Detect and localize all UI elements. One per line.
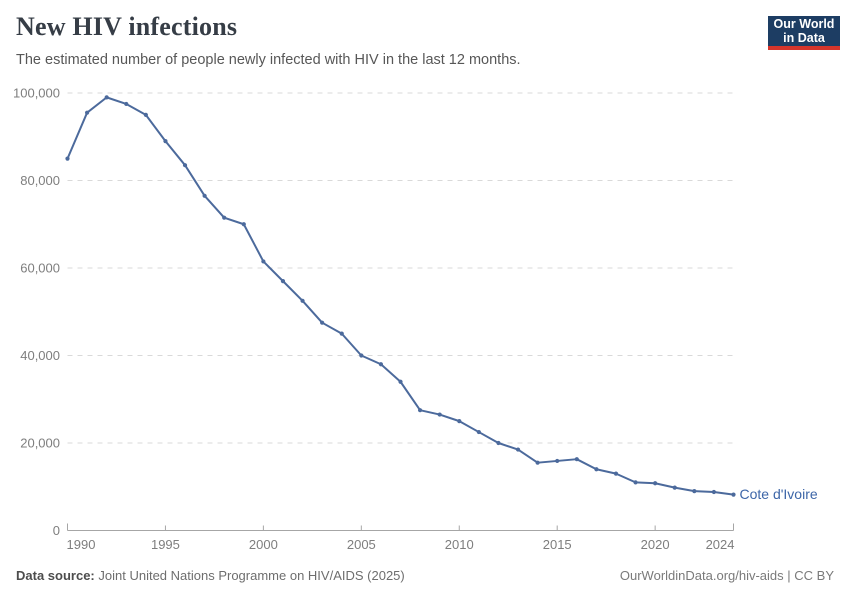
data-point-marker[interactable] <box>104 95 109 100</box>
chart-footer: Data source: Joint United Nations Progra… <box>16 568 834 583</box>
data-point-marker[interactable] <box>398 379 403 384</box>
data-point-marker[interactable] <box>65 156 70 161</box>
series-line[interactable] <box>66 96 735 496</box>
data-source-note: Data source: Joint United Nations Progra… <box>16 568 405 583</box>
data-source-label: Data source: <box>16 568 95 583</box>
data-point-marker[interactable] <box>496 440 501 446</box>
data-point-marker[interactable] <box>163 139 168 144</box>
data-point-marker[interactable] <box>241 222 246 227</box>
y-axis-label: 100,000 <box>13 86 60 101</box>
data-point-marker[interactable] <box>437 412 442 417</box>
x-axis-label: 2020 <box>641 537 670 552</box>
x-axis-label: 1995 <box>151 537 180 552</box>
entity-label[interactable]: Cote d'Ivoire <box>740 486 818 502</box>
data-source-value: Joint United Nations Programme on HIV/AI… <box>98 568 405 583</box>
x-axis-label: 2015 <box>543 537 572 552</box>
data-point-marker[interactable] <box>613 471 619 476</box>
data-point-marker[interactable] <box>731 492 736 497</box>
data-point-marker[interactable] <box>672 485 677 490</box>
data-point-marker[interactable] <box>182 163 188 168</box>
owid-logo-line2: in Data <box>783 31 825 45</box>
data-point-marker[interactable] <box>222 215 227 220</box>
data-point-marker[interactable] <box>378 362 384 367</box>
x-axis-label: 2024 <box>706 537 735 552</box>
x-axis-label: 2010 <box>445 537 474 552</box>
data-point-marker[interactable] <box>280 279 286 284</box>
license-credit: OurWorldinData.org/hiv-aids | CC BY <box>619 568 834 583</box>
x-axis-label: 2000 <box>249 537 278 552</box>
chart-subtitle: The estimated number of people newly inf… <box>16 52 521 68</box>
data-point-marker[interactable] <box>457 419 462 424</box>
data-point-marker[interactable] <box>320 320 325 325</box>
data-point-marker[interactable] <box>417 408 423 413</box>
data-point-marker[interactable] <box>339 331 344 336</box>
y-axis-label: 20,000 <box>20 436 60 451</box>
data-point-marker[interactable] <box>535 460 540 465</box>
data-point-marker[interactable] <box>359 353 364 358</box>
data-point-marker[interactable] <box>124 101 129 107</box>
page-title: New HIV infections <box>16 12 238 41</box>
data-point-marker[interactable] <box>261 259 266 264</box>
owid-logo-line1: Our World <box>773 17 835 31</box>
data-point-marker[interactable] <box>84 110 90 115</box>
y-axis-label: 60,000 <box>20 261 60 276</box>
y-axis-label: 80,000 <box>20 173 60 188</box>
x-axis-label: 1990 <box>67 537 96 552</box>
data-point-marker[interactable] <box>653 481 658 486</box>
data-point-marker[interactable] <box>476 429 481 435</box>
owid-logo[interactable]: Our World in Data <box>768 16 840 50</box>
data-point-marker[interactable] <box>574 457 579 462</box>
data-point-marker[interactable] <box>633 480 638 485</box>
data-point-marker[interactable] <box>143 112 148 117</box>
data-point-marker[interactable] <box>711 489 717 495</box>
y-axis-label: 40,000 <box>20 348 60 363</box>
data-point-marker[interactable] <box>300 298 305 303</box>
y-axis-label: 0 <box>53 523 60 538</box>
data-point-marker[interactable] <box>692 489 697 494</box>
data-point-marker[interactable] <box>515 447 521 452</box>
x-axis-label: 2005 <box>347 537 376 552</box>
data-point-marker[interactable] <box>202 193 207 198</box>
data-point-marker[interactable] <box>555 458 560 464</box>
data-point-marker[interactable] <box>594 467 599 472</box>
